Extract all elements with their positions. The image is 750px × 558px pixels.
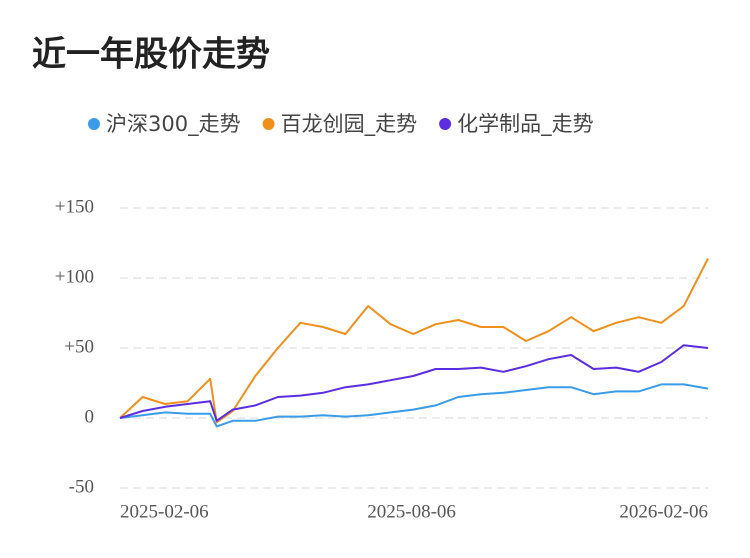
y-tick-label: +100 <box>55 266 94 287</box>
series-line <box>119 257 709 424</box>
y-tick-label: +50 <box>64 336 94 357</box>
chart-title: 近一年股价走势 <box>32 35 270 75</box>
y-tick-label: +150 <box>55 196 94 217</box>
y-tick-label: 0 <box>85 406 95 427</box>
series-line <box>119 344 709 422</box>
x-tick-label: 2026-02-06 <box>619 501 708 522</box>
y-tick-label: -50 <box>69 476 94 497</box>
legend-marker <box>262 118 275 130</box>
legend-label: 化学制品_走势 <box>457 112 594 137</box>
legend-marker <box>439 118 452 130</box>
x-tick-label: 2025-08-06 <box>367 501 456 522</box>
legend-marker <box>88 118 100 130</box>
legend-label: 百龙创园_走势 <box>281 112 418 137</box>
x-tick-label: 2025-02-06 <box>120 501 209 522</box>
legend-label: 沪深300_走势 <box>106 112 241 137</box>
series-line <box>119 383 709 428</box>
